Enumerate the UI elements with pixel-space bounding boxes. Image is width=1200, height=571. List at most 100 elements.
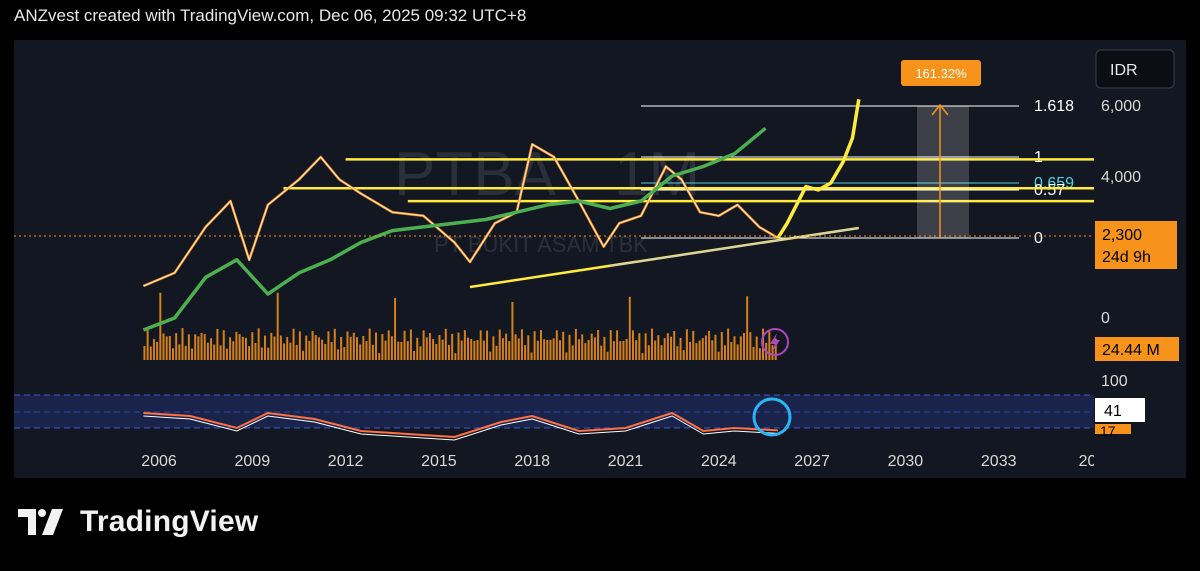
axis-corner — [1094, 440, 1186, 478]
chart-svg[interactable]: PTBA 1M PT BUKIT ASAM TBK 1.61810.6590.5… — [14, 40, 1186, 478]
y-tick-4000: 4,000 — [1101, 169, 1141, 186]
target-arrow-head — [931, 103, 949, 116]
volume-bar — [571, 345, 574, 360]
last-price-countdown: 24d 9h — [1102, 249, 1151, 266]
stoch-value: 17 — [1100, 423, 1116, 439]
volume-bar — [492, 336, 495, 360]
chart-panel[interactable]: PTBA 1M PT BUKIT ASAM TBK 1.618 1 0.659 0.5… — [14, 40, 1186, 478]
volume-bar — [609, 330, 612, 360]
x-tick: 2024 — [701, 453, 737, 470]
volume-bar — [248, 346, 251, 360]
volume-bar — [270, 332, 273, 360]
price-wick-line — [143, 143, 779, 287]
volume-bar — [758, 348, 761, 360]
fib-label: 1 — [1034, 149, 1043, 166]
volume-bar — [673, 330, 676, 360]
volume-bar — [600, 345, 603, 360]
trendline-2 — [609, 227, 859, 267]
volume-bar — [546, 339, 549, 360]
volume-bar — [279, 335, 282, 360]
volume-bar — [251, 332, 254, 360]
fib-label: 1.618 — [1034, 98, 1074, 115]
lightning-icon[interactable] — [761, 328, 789, 356]
volume-bar — [340, 336, 343, 360]
volume-bar — [587, 339, 590, 360]
volume-bar — [625, 338, 628, 360]
volume-bar — [622, 340, 625, 360]
volume-bar — [289, 342, 292, 360]
volume-bar — [530, 352, 533, 360]
volume-bar — [606, 351, 609, 360]
volume-bar — [736, 344, 739, 360]
volume-bar — [324, 343, 327, 360]
rsi-value: 41 — [1104, 403, 1122, 420]
volume-bar — [666, 333, 669, 360]
volume-bar — [219, 345, 222, 360]
volume-bar — [232, 341, 235, 360]
volume-bar — [454, 353, 457, 360]
volume-bar — [311, 330, 314, 360]
volume-bar — [701, 338, 704, 360]
volume-bar — [441, 339, 444, 360]
volume-bars — [143, 292, 777, 360]
volume-bar — [641, 353, 644, 360]
volume-bar — [409, 329, 412, 360]
volume-bar — [352, 332, 355, 360]
volume-bar — [200, 332, 203, 360]
volume-bar — [336, 349, 339, 360]
volume-bar — [685, 329, 688, 360]
currency-box[interactable] — [1095, 49, 1175, 89]
volume-bar — [375, 332, 378, 360]
volume-bar — [511, 301, 514, 360]
volume-bar — [593, 337, 596, 360]
footer: TradingView — [18, 505, 258, 539]
volume-bar — [191, 348, 194, 360]
volume-bar — [749, 332, 752, 360]
volume-bar — [260, 347, 263, 360]
fib-label: 0.57 — [1034, 182, 1065, 199]
volume-bar — [774, 338, 777, 360]
volume-bar — [178, 344, 181, 360]
volume-bar — [378, 353, 381, 360]
stoch-badge — [1095, 424, 1131, 434]
right-axis[interactable]: IDR 6,000 4,000 0 2,300 24d 9h 24.44 M 1… — [1094, 48, 1186, 468]
volume-bar — [295, 345, 298, 360]
volume-bar — [663, 338, 666, 360]
rsi-tick-100: 100 — [1101, 373, 1128, 390]
volume-bar — [175, 333, 178, 360]
volume-bar — [723, 345, 726, 360]
volume-bar — [473, 340, 476, 360]
volume-bar — [267, 347, 270, 360]
volume-bar — [238, 334, 241, 360]
volume-bar — [555, 330, 558, 360]
volume-bar — [755, 336, 758, 360]
volume-bar — [317, 337, 320, 360]
volume-bar — [739, 336, 742, 360]
volume-bar — [273, 336, 276, 360]
volume-bar — [143, 346, 146, 360]
volume-bar — [422, 330, 425, 360]
volume-bar — [432, 339, 435, 360]
volume-bar — [559, 340, 562, 360]
volume-bar — [746, 296, 749, 360]
volume-bar — [241, 336, 244, 360]
rsi-highlight-circle — [752, 397, 792, 437]
volume-bar — [403, 330, 406, 360]
volume-bar — [603, 336, 606, 360]
volume-bar — [616, 330, 619, 360]
volume-bar — [651, 328, 654, 360]
volume-bar — [349, 336, 352, 360]
volume-bar — [520, 329, 523, 360]
volume-bar — [283, 343, 286, 360]
volume-bar — [457, 332, 460, 360]
volume-bar — [416, 337, 419, 360]
x-tick: 2015 — [421, 453, 457, 470]
x-tick: 2033 — [981, 453, 1017, 470]
volume-bar — [400, 341, 403, 360]
last-price-badge — [1095, 221, 1177, 269]
watermark-symbol: PTBA — [394, 140, 557, 209]
projection-line — [776, 99, 861, 239]
volume-bar — [152, 339, 155, 360]
volume-bar — [419, 346, 422, 360]
footer-brand: TradingView — [80, 505, 259, 538]
